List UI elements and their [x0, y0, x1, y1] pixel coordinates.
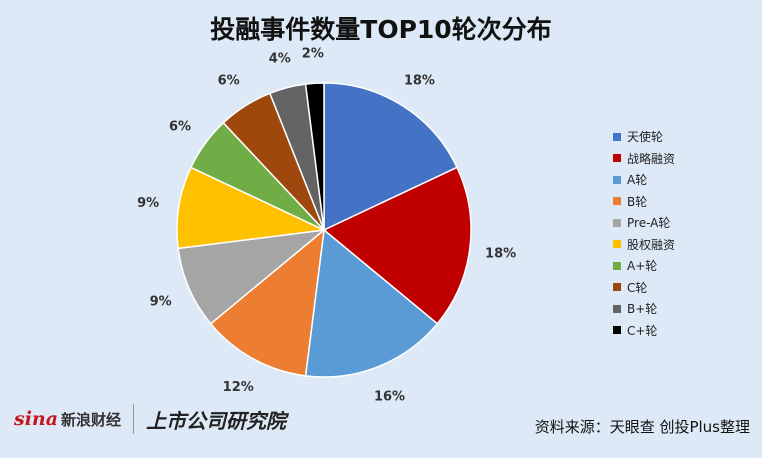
legend-label: B轮 — [627, 194, 648, 209]
legend-item-B轮: B轮 — [613, 191, 675, 213]
footer-logo: sina 新浪财经 上市公司研究院 — [14, 404, 286, 434]
data-label-天使轮: 18% — [404, 74, 435, 89]
data-label-B轮: 12% — [223, 380, 254, 395]
legend-item-B+轮: B+轮 — [613, 298, 675, 320]
legend-item-A+轮: A+轮 — [613, 255, 675, 277]
legend-label: 天使轮 — [627, 130, 664, 145]
legend-item-C+轮: C+轮 — [613, 320, 675, 342]
legend-label: Pre-A轮 — [627, 216, 671, 231]
legend-label: B+轮 — [627, 302, 658, 317]
data-label-C轮: 6% — [218, 74, 240, 89]
legend: 天使轮战略融资 A轮 B轮 Pre-A轮 股权融资 A+轮 C轮 B+轮 C+轮 — [613, 126, 675, 341]
institute-logo: 上市公司研究院 — [146, 408, 287, 433]
data-label-Pre-A轮: 9% — [150, 295, 172, 310]
pie-slice-A轮 — [304, 228, 439, 378]
pie-slice-天使轮 — [323, 82, 459, 232]
legend-swatch — [613, 132, 621, 141]
legend-item-天使轮: 天使轮 — [613, 126, 675, 148]
pie-slice-战略融资 — [322, 166, 472, 325]
legend-swatch — [613, 218, 621, 227]
data-label-战略融资: 18% — [485, 246, 516, 261]
pie-slice-Pre-A轮 — [177, 228, 327, 325]
legend-swatch — [613, 240, 621, 249]
data-label-A轮: 16% — [374, 390, 405, 405]
data-label-C+轮: 2% — [302, 46, 324, 61]
legend-swatch — [613, 197, 621, 206]
legend-swatch — [613, 261, 621, 270]
legend-label: 战略融资 — [627, 151, 676, 166]
pie-slice-C+轮 — [304, 82, 325, 231]
legend-swatch — [613, 304, 621, 313]
legend-item-股权融资: 股权融资 — [613, 234, 675, 256]
legend-item-C轮: C轮 — [613, 277, 675, 299]
legend-label: C+轮 — [627, 323, 658, 338]
data-label-A+轮: 6% — [169, 119, 191, 134]
data-label-股权融资: 9% — [137, 196, 159, 211]
legend-item-战略融资: 战略融资 — [613, 148, 675, 170]
data-label-B+轮: 4% — [269, 52, 291, 67]
pie-slice-B轮 — [209, 228, 325, 377]
legend-label: A+轮 — [627, 259, 658, 274]
legend-label: 股权融资 — [627, 237, 676, 252]
logo-divider — [133, 404, 135, 434]
pie-slice-股权融资 — [176, 166, 327, 250]
legend-swatch — [613, 154, 621, 163]
legend-label: C轮 — [627, 280, 648, 295]
legend-swatch — [613, 326, 621, 335]
legend-swatch — [613, 283, 621, 292]
source-note: 资料来源：天眼查 创投Plus整理 — [534, 418, 750, 436]
sina-logo: sina — [14, 408, 59, 430]
legend-item-Pre-A轮: Pre-A轮 — [613, 212, 675, 234]
sina-finance-text: 新浪财经 — [61, 410, 122, 429]
legend-swatch — [613, 175, 621, 184]
chart-title: 投融事件数量TOP10轮次分布 — [210, 15, 552, 44]
legend-label: A轮 — [627, 173, 648, 188]
legend-item-A轮: A轮 — [613, 169, 675, 191]
